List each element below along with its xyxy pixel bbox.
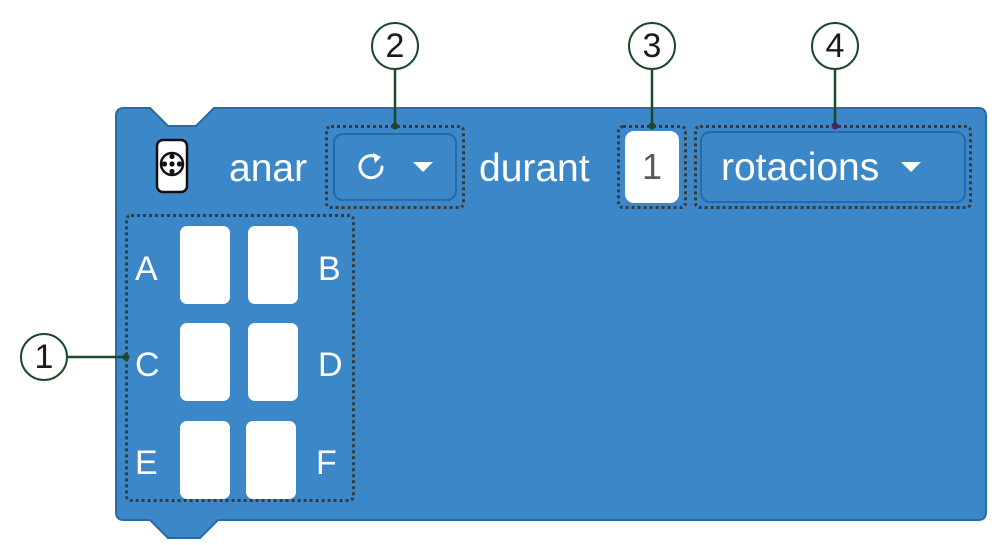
- callout-2: 2: [371, 22, 419, 70]
- port-f-checkbox[interactable]: [246, 421, 296, 499]
- port-grid-highlight: [125, 214, 355, 502]
- block-verb-label: anar: [229, 147, 308, 190]
- direction-dropdown-highlight: [325, 125, 465, 209]
- unit-dropdown-label: rotacions: [721, 145, 880, 189]
- port-label-c: C: [135, 346, 160, 384]
- port-label-d: D: [318, 346, 343, 384]
- chevron-down-icon: [901, 162, 922, 172]
- port-b-checkbox[interactable]: [248, 226, 298, 304]
- port-label-a: A: [135, 250, 158, 288]
- callout-3: 3: [628, 22, 676, 70]
- chevron-down-icon: [413, 162, 433, 172]
- amount-input-highlight: [617, 125, 687, 209]
- port-label-f: F: [316, 444, 337, 482]
- unit-dropdown[interactable]: rotacions: [700, 131, 966, 203]
- port-label-b: B: [318, 250, 341, 288]
- port-c-checkbox[interactable]: [180, 323, 230, 401]
- port-label-e: E: [135, 444, 158, 482]
- motor-icon: [155, 138, 189, 194]
- port-a-checkbox[interactable]: [180, 226, 230, 304]
- callout-1: 1: [20, 333, 68, 381]
- amount-input[interactable]: 1: [625, 131, 679, 203]
- duration-label: durant: [479, 147, 590, 190]
- direction-dropdown[interactable]: [333, 133, 457, 201]
- port-e-checkbox[interactable]: [180, 421, 230, 499]
- rotate-clockwise-icon: [355, 150, 389, 184]
- callout-4: 4: [811, 22, 859, 70]
- unit-dropdown-highlight: [694, 125, 972, 209]
- port-d-checkbox[interactable]: [248, 323, 298, 401]
